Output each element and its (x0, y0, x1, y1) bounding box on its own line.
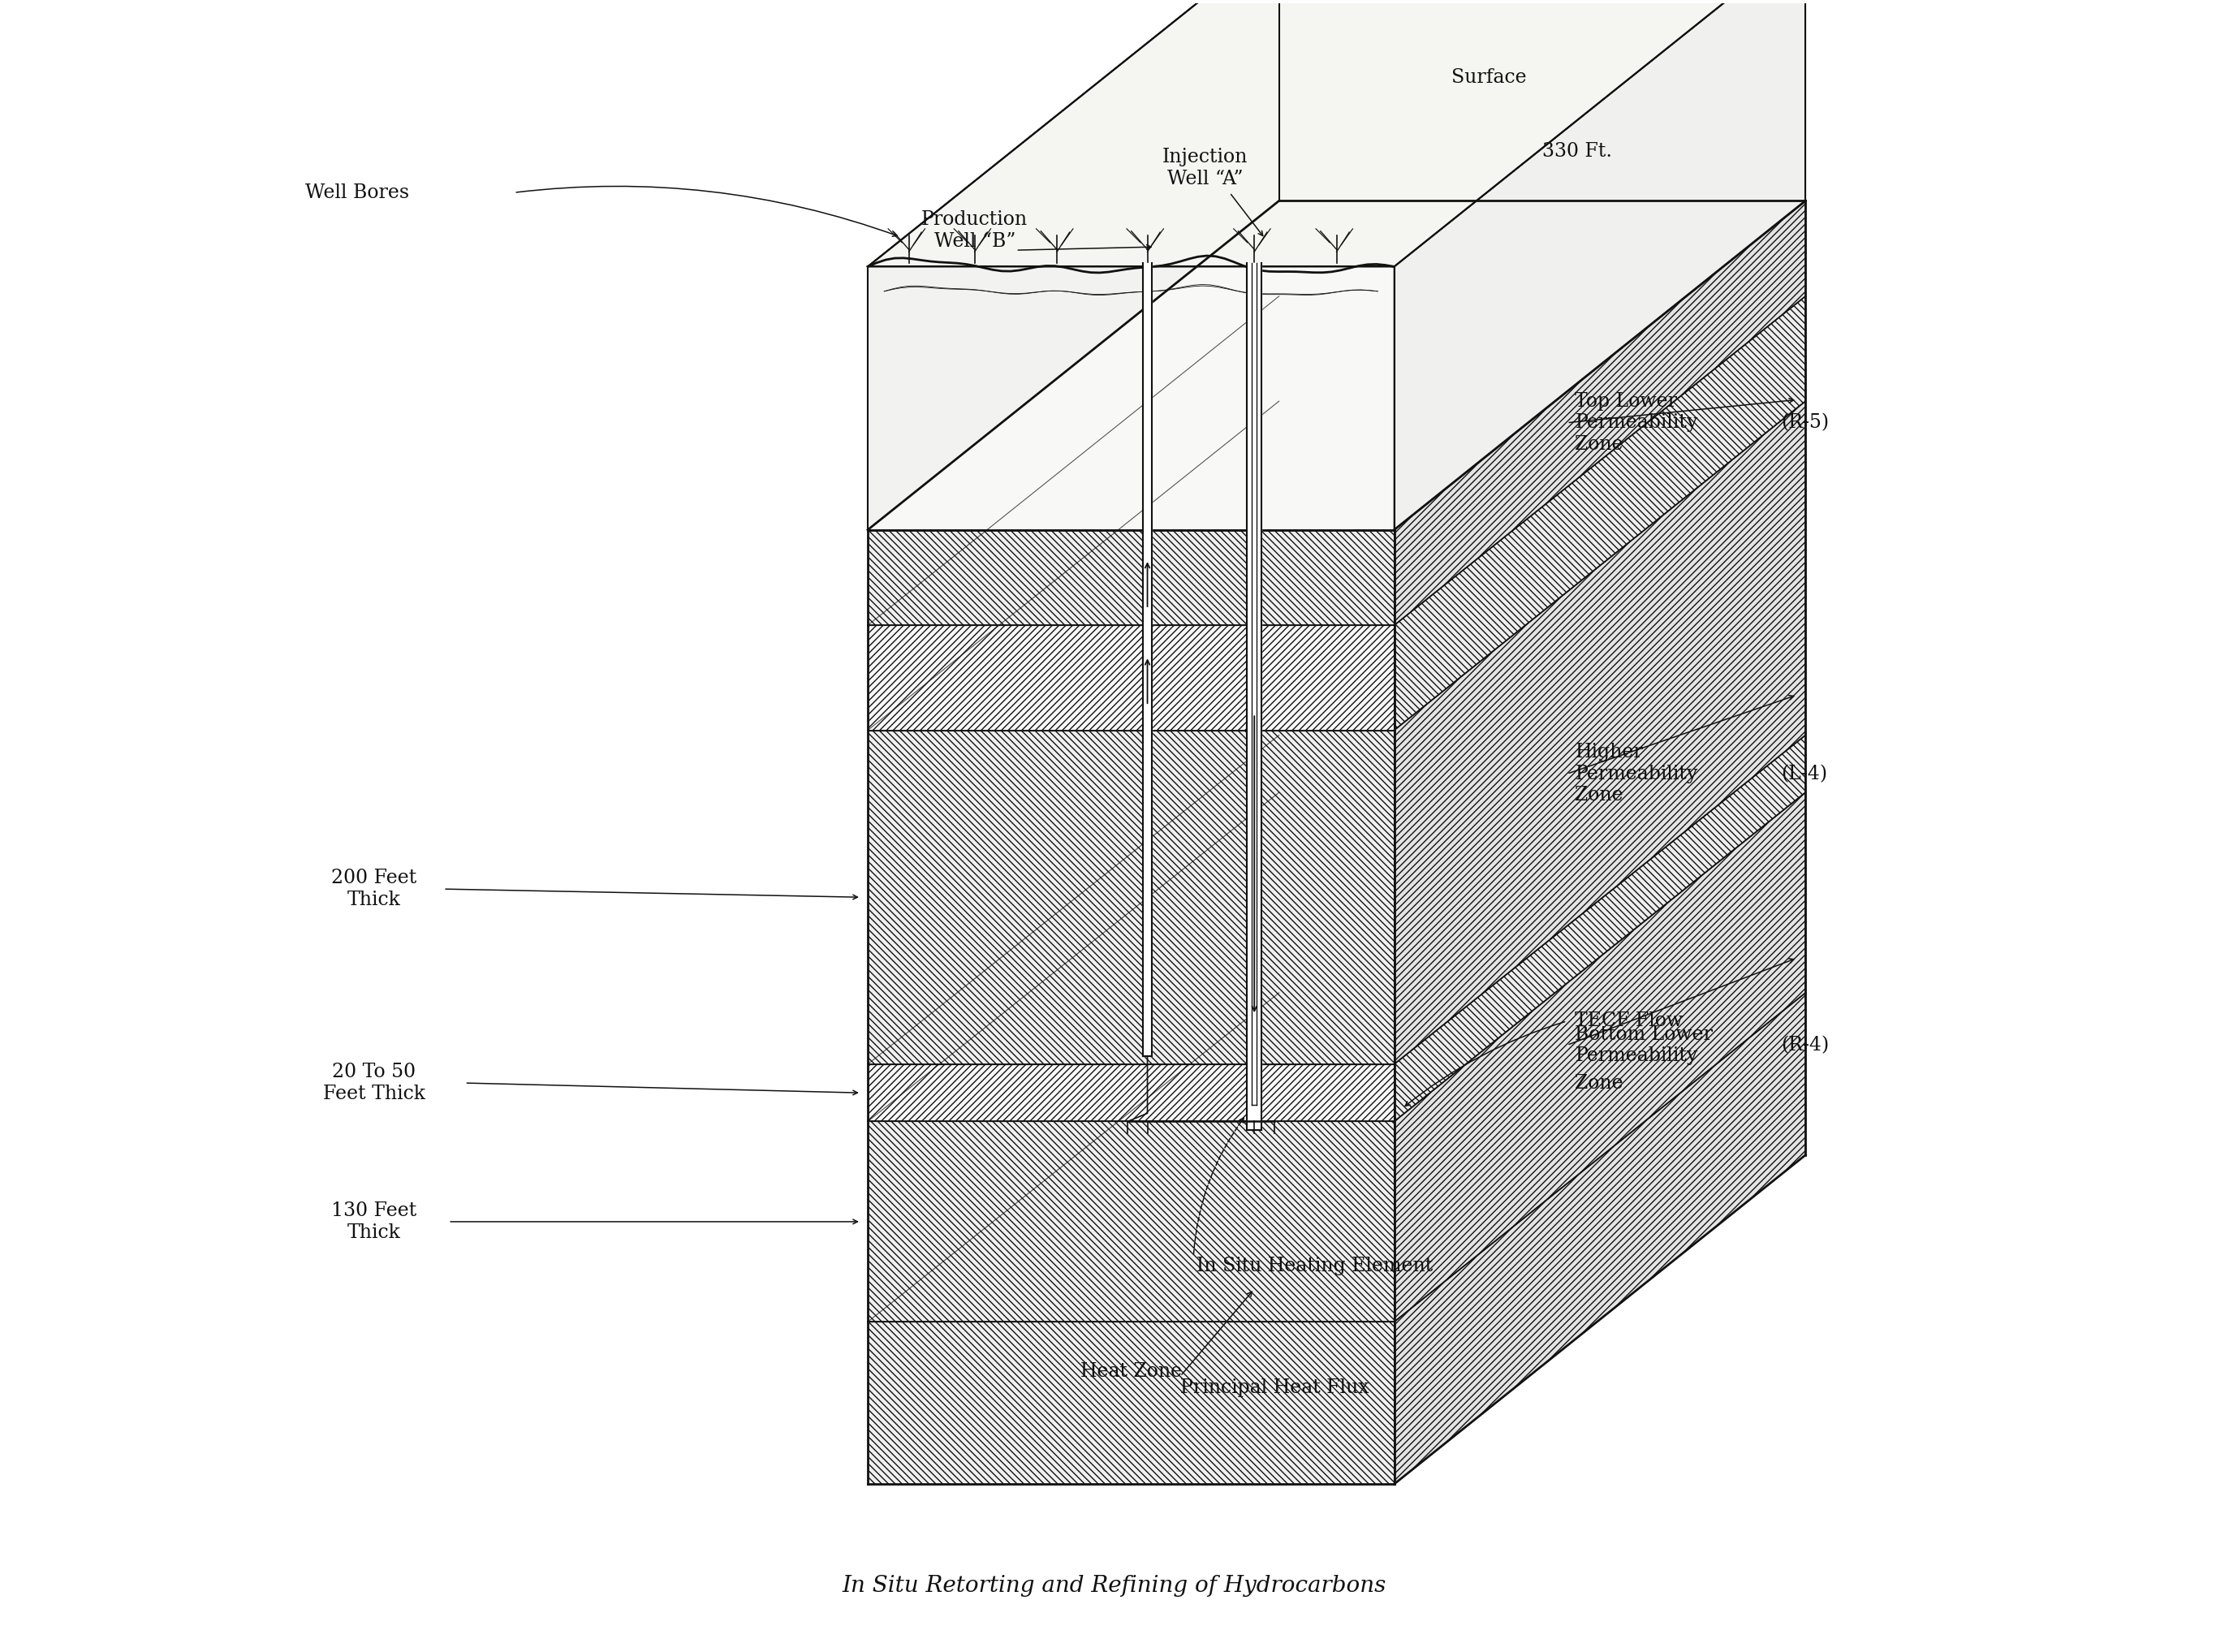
Polygon shape (867, 0, 1805, 266)
Polygon shape (867, 0, 1279, 530)
Polygon shape (1393, 401, 1805, 1064)
Text: Principal Heat Flux: Principal Heat Flux (1181, 1378, 1369, 1398)
Text: Bottom Lower
Permeability: Bottom Lower Permeability (1576, 1024, 1714, 1066)
Polygon shape (867, 1122, 1393, 1322)
Polygon shape (1393, 202, 1805, 624)
Text: Zone: Zone (1576, 1074, 1623, 1092)
Text: (R-5): (R-5) (1781, 413, 1828, 433)
Text: 130 Feet
Thick: 130 Feet Thick (332, 1201, 417, 1242)
Text: In Situ Heating Element: In Situ Heating Element (1197, 1257, 1433, 1275)
Text: (L-4): (L-4) (1781, 765, 1828, 783)
Polygon shape (1393, 993, 1805, 1483)
Polygon shape (1393, 793, 1805, 1322)
Text: Well Bores: Well Bores (305, 183, 410, 202)
Polygon shape (867, 530, 1393, 624)
Text: In Situ Retorting and Refining of Hydrocarbons: In Situ Retorting and Refining of Hydroc… (843, 1574, 1386, 1597)
Text: (R-4): (R-4) (1781, 1036, 1828, 1054)
Text: 330 Ft.: 330 Ft. (1542, 142, 1612, 160)
Polygon shape (867, 1322, 1393, 1483)
Text: 20 To 50
Feet Thick: 20 To 50 Feet Thick (323, 1062, 426, 1104)
Polygon shape (1393, 0, 1805, 530)
Text: Surface: Surface (1451, 68, 1527, 88)
Polygon shape (1393, 296, 1805, 730)
Text: Production
Well “B”: Production Well “B” (921, 210, 1028, 251)
Polygon shape (1393, 735, 1805, 1122)
Text: TECF Flow: TECF Flow (1576, 1011, 1683, 1031)
Polygon shape (867, 266, 1393, 530)
Text: Heat Zone: Heat Zone (1081, 1361, 1181, 1381)
Text: 200 Feet
Thick: 200 Feet Thick (332, 869, 417, 909)
Text: Higher
Permeability
Zone: Higher Permeability Zone (1576, 743, 1698, 805)
Text: Injection
Well “A”: Injection Well “A” (1161, 147, 1248, 188)
Polygon shape (867, 730, 1393, 1064)
Text: Top Lower
Permeability
Zone: Top Lower Permeability Zone (1576, 392, 1698, 454)
Polygon shape (867, 624, 1393, 730)
Polygon shape (867, 1064, 1393, 1122)
Polygon shape (867, 202, 1805, 530)
